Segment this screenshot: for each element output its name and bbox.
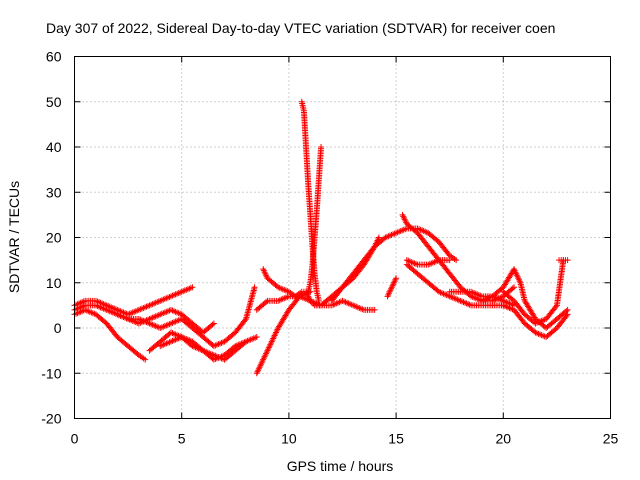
data-point-marker <box>564 257 571 264</box>
data-point-marker <box>210 320 217 327</box>
series-track-6 <box>157 334 250 363</box>
x-tick-label: 10 <box>281 431 297 447</box>
series-track-20 <box>500 257 567 327</box>
y-tick-label: 60 <box>46 49 62 65</box>
series-track-4 <box>114 284 258 350</box>
series-track-16 <box>403 261 507 309</box>
data-point-marker <box>563 312 570 319</box>
data-point-marker <box>209 321 216 328</box>
data-point-marker <box>552 303 559 310</box>
series-track-1 <box>71 284 196 318</box>
data-point-marker <box>371 306 378 313</box>
plot-frame <box>74 56 611 419</box>
y-tick-label: 10 <box>46 275 62 291</box>
data-point-marker <box>393 275 400 282</box>
x-tick-label: 0 <box>71 431 79 447</box>
series-track-9 <box>253 288 314 377</box>
data-point-marker <box>142 356 149 363</box>
series-track-10 <box>298 98 322 304</box>
x-axis-label: GPS time / hours <box>287 458 394 474</box>
series-track-19 <box>500 302 571 341</box>
data-markers <box>71 98 571 377</box>
y-tick-label: -10 <box>41 365 61 381</box>
data-point-marker <box>253 334 260 341</box>
data-point-marker <box>189 284 196 291</box>
y-tick-label: 30 <box>46 184 62 200</box>
chart-title: Day 307 of 2022, Sidereal Day-to-day VTE… <box>46 20 555 36</box>
series-track-2 <box>71 306 149 363</box>
data-point-marker <box>564 311 571 318</box>
x-tick-label: 5 <box>178 431 186 447</box>
data-point-marker <box>509 285 516 292</box>
grid <box>74 56 611 419</box>
series-track-15 <box>403 257 453 268</box>
data-point-marker <box>243 338 250 345</box>
y-tick-label: 40 <box>46 139 62 155</box>
series-track-8 <box>260 234 382 309</box>
data-point-marker <box>318 144 325 150</box>
y-tick-label: -20 <box>41 411 61 427</box>
data-point-marker <box>511 284 518 291</box>
x-tick-label: 25 <box>603 431 619 447</box>
x-tick-label: 20 <box>496 431 512 447</box>
series-track-11 <box>305 144 325 295</box>
data-point-marker <box>251 284 258 291</box>
data-point-marker <box>453 257 460 264</box>
ticks: 0 5 10 15 20 25 -20 -10 0 10 20 30 40 50 60 <box>41 49 618 447</box>
data-point-marker <box>446 257 453 264</box>
data-point-marker <box>315 297 322 304</box>
y-tick-label: 50 <box>46 94 62 110</box>
data-point-marker <box>375 234 382 241</box>
y-tick-label: 20 <box>46 230 62 246</box>
series-track-21 <box>556 257 571 264</box>
series-track-18 <box>478 266 571 331</box>
data-point-marker <box>263 298 270 305</box>
y-tick-label: 0 <box>54 320 62 336</box>
series-track-7 <box>253 293 378 313</box>
y-axis-label: SDTVAR / TECUs <box>6 181 22 293</box>
series-track-13 <box>384 275 400 300</box>
x-tick-label: 15 <box>388 431 404 447</box>
